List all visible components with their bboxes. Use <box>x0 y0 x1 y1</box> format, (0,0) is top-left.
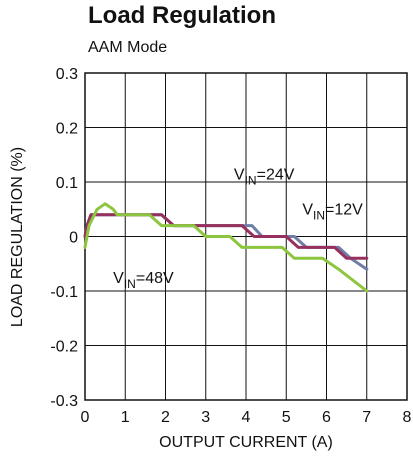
x-tick-label: 3 <box>201 409 210 426</box>
y-tick-label: -0.1 <box>50 284 78 301</box>
y-tick-label: -0.3 <box>50 393 78 410</box>
x-tick-label: 6 <box>322 409 331 426</box>
x-tick-label: 2 <box>161 409 170 426</box>
x-tick-label: 0 <box>81 409 90 426</box>
x-tick-label: 5 <box>282 409 291 426</box>
series-line-vin-24v <box>83 213 369 260</box>
y-tick-label: 0.3 <box>56 66 78 83</box>
x-tick-label: 8 <box>403 409 412 426</box>
y-tick-label: -0.2 <box>50 339 78 356</box>
x-tick-labels: 0 1 2 3 4 5 6 7 8 <box>81 409 412 426</box>
y-tick-labels: 0.3 0.2 0.1 0 -0.1 -0.2 -0.3 <box>50 66 78 410</box>
series-annotation: VIN=24V <box>234 166 295 187</box>
series-annotations: VIN=24V VIN=12V VIN=48V <box>113 166 363 291</box>
y-tick-label: 0 <box>69 230 78 247</box>
x-tick-label: 7 <box>362 409 371 426</box>
y-axis-label: LOAD REGULATION (%) <box>9 147 26 327</box>
series-layer <box>83 202 369 293</box>
x-tick-label: 1 <box>121 409 130 426</box>
y-tick-label: 0.1 <box>56 175 78 192</box>
series-annotation: VIN=12V <box>302 202 363 223</box>
series-annotation: VIN=48V <box>113 270 174 291</box>
grid <box>84 72 408 401</box>
series-line-vin-48v <box>83 202 369 293</box>
y-tick-label: 0.2 <box>56 121 78 138</box>
x-tick-label: 4 <box>242 409 251 426</box>
chart-subtitle: AAM Mode <box>88 39 167 56</box>
x-axis-label: OUTPUT CURRENT (A) <box>159 434 333 451</box>
chart-title: Load Regulation <box>88 2 276 29</box>
